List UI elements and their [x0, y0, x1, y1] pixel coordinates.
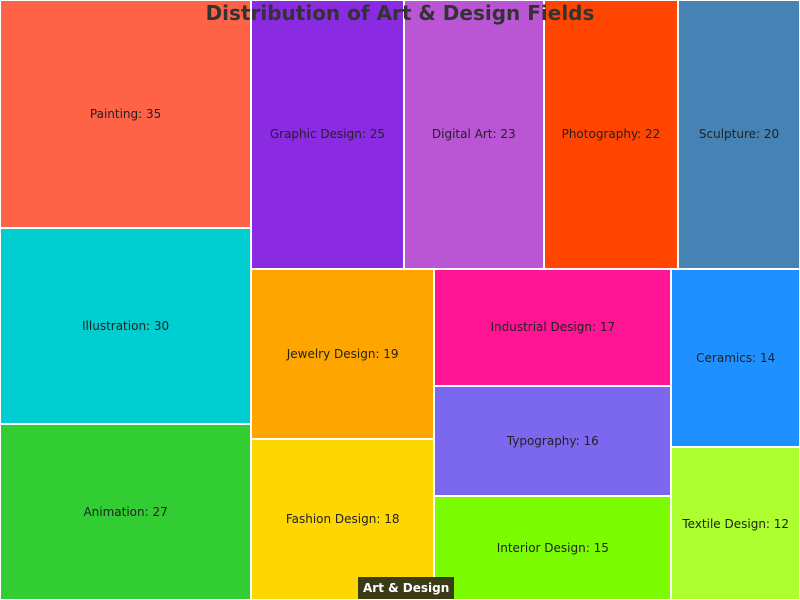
tile-sculpture[interactable]: Sculpture: 20: [678, 0, 800, 269]
tile-typography[interactable]: Typography: 16: [434, 386, 672, 497]
chart-title: Distribution of Art & Design Fields: [205, 1, 595, 25]
tile-label: Sculpture: 20: [698, 127, 780, 142]
tile-label: Fashion Design: 18: [285, 512, 400, 527]
tile-ceramics[interactable]: Ceramics: 14: [671, 268, 800, 448]
tile-digital-art[interactable]: Digital Art: 23: [403, 0, 544, 269]
tile-label: Illustration: 30: [82, 319, 170, 334]
tile-label: Interior Design: 15: [496, 541, 609, 556]
tile-industrial-design[interactable]: Industrial Design: 17: [434, 268, 672, 386]
tile-painting[interactable]: Painting: 35: [0, 0, 252, 229]
tile-label: Jewelry Design: 19: [286, 346, 399, 361]
tile-label: Photography: 22: [561, 127, 661, 142]
tile-label: Graphic Design: 25: [269, 127, 385, 142]
tile-illustration[interactable]: Illustration: 30: [0, 228, 252, 424]
tile-label: Painting: 35: [89, 107, 162, 122]
tile-label: Ceramics: 14: [696, 350, 776, 365]
tile-label: Textile Design: 12: [682, 516, 790, 531]
tile-fashion-design[interactable]: Fashion Design: 18: [251, 438, 435, 600]
root-breadcrumb[interactable]: Art & Design: [358, 577, 455, 599]
tile-jewelry-design[interactable]: Jewelry Design: 19: [251, 268, 435, 439]
tile-label: Industrial Design: 17: [490, 320, 616, 335]
tile-label: Digital Art: 23: [431, 127, 516, 142]
tile-label: Typography: 16: [506, 434, 599, 449]
tile-label: Animation: 27: [83, 504, 168, 519]
tile-animation[interactable]: Animation: 27: [0, 423, 252, 600]
tile-textile-design[interactable]: Textile Design: 12: [671, 447, 800, 600]
tile-photography[interactable]: Photography: 22: [543, 0, 679, 269]
tile-interior-design[interactable]: Interior Design: 15: [434, 496, 672, 600]
tile-graphic-design[interactable]: Graphic Design: 25: [251, 0, 404, 269]
